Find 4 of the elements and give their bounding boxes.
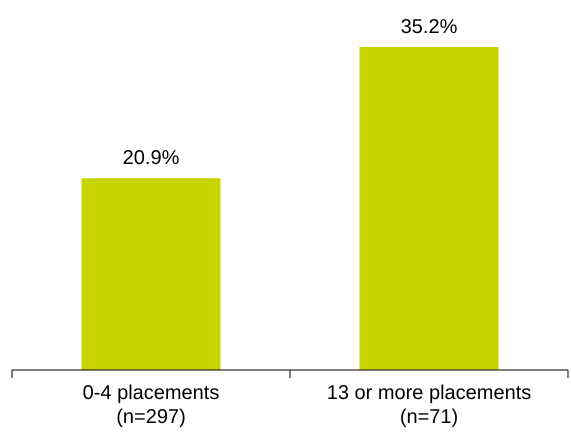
data-label: 35.2% <box>400 16 458 38</box>
x-tick-label: 0-4 placements (n=297) <box>82 382 220 428</box>
x-tick-label: 13 or more placements (n=71) <box>326 382 532 428</box>
data-label: 20.9% <box>122 147 180 170</box>
